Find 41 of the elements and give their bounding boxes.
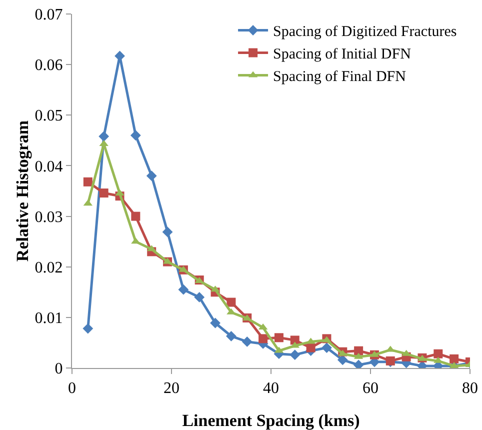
legend-label: Spacing of Initial DFN bbox=[273, 46, 412, 63]
x-tick-label: 80 bbox=[462, 380, 478, 398]
point bbox=[210, 318, 220, 328]
y-tick-label: 0.03 bbox=[34, 208, 63, 226]
x-axis-title: Linement Spacing (kms) bbox=[182, 411, 360, 430]
y-tick-label: 0.05 bbox=[34, 108, 63, 125]
point bbox=[82, 323, 94, 334]
point bbox=[146, 170, 157, 182]
point bbox=[306, 343, 316, 352]
point bbox=[322, 342, 332, 353]
legend-label: Spacing of Final DFN bbox=[273, 69, 406, 86]
y-tick-label: 0.01 bbox=[34, 310, 63, 328]
point bbox=[131, 212, 140, 221]
y-tick-label: 0.02 bbox=[34, 259, 63, 276]
x-tick-label: 40 bbox=[263, 380, 279, 398]
x-tick-label: 0 bbox=[68, 380, 76, 398]
point bbox=[226, 330, 236, 342]
y-tick-label: 0.06 bbox=[34, 57, 63, 74]
point bbox=[258, 334, 268, 344]
point bbox=[98, 131, 110, 142]
point bbox=[290, 350, 300, 360]
point bbox=[434, 349, 443, 358]
point bbox=[242, 336, 252, 347]
x-tick-label: 20 bbox=[164, 380, 180, 398]
point bbox=[178, 284, 189, 295]
point bbox=[194, 292, 205, 302]
y-tick-label: 0.07 bbox=[34, 6, 63, 24]
point bbox=[354, 346, 364, 356]
point bbox=[162, 226, 173, 238]
legend-label: Spacing of Digitized Fractures bbox=[273, 24, 457, 40]
point bbox=[83, 177, 92, 186]
point bbox=[337, 354, 348, 366]
point bbox=[99, 188, 108, 198]
point bbox=[274, 333, 284, 342]
x-tick-label: 60 bbox=[362, 380, 378, 398]
y-axis-title: Relative Histogram bbox=[13, 120, 32, 262]
point bbox=[130, 130, 141, 141]
y-tick-label: 0.04 bbox=[34, 158, 63, 176]
point bbox=[450, 354, 459, 364]
y-tick-label: 0 bbox=[54, 360, 63, 378]
point bbox=[226, 298, 236, 307]
